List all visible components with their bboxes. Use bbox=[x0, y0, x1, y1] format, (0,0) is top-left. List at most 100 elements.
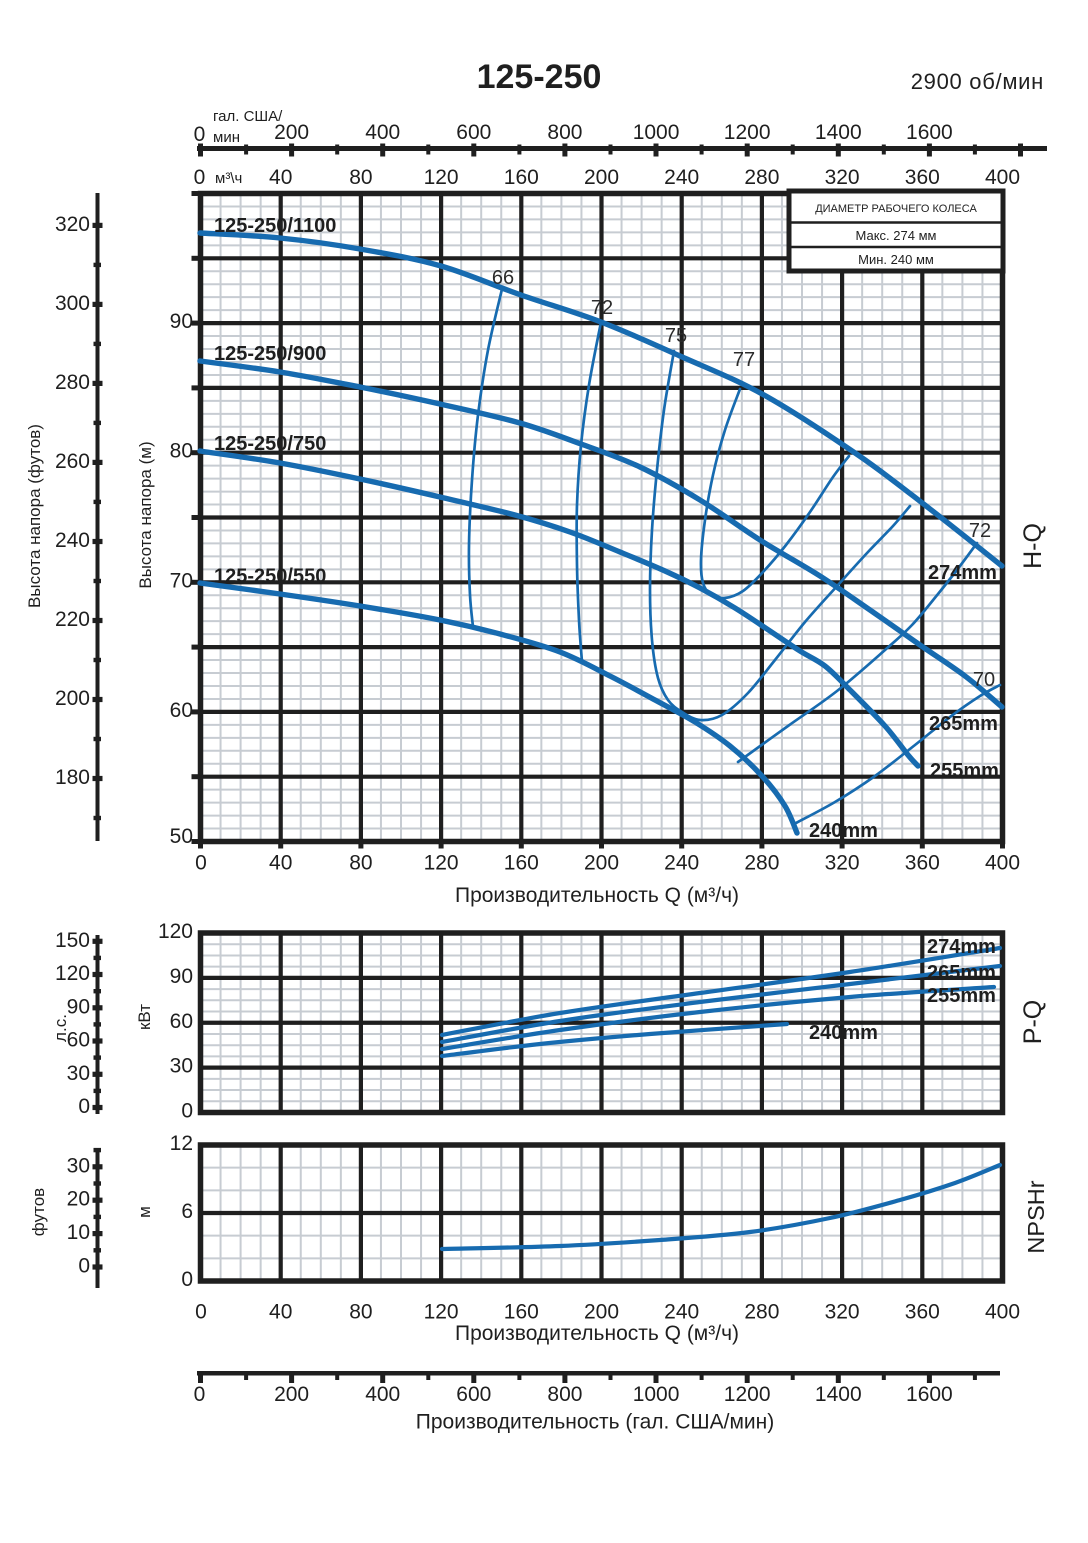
svg-text:20: 20 bbox=[67, 1188, 90, 1211]
svg-text:60: 60 bbox=[170, 1010, 193, 1033]
svg-text:274mm: 274mm bbox=[927, 936, 996, 958]
svg-text:P-Q: P-Q bbox=[1019, 1000, 1047, 1044]
svg-text:360: 360 bbox=[905, 1301, 940, 1324]
svg-text:ДИАМЕТР РАБОЧЕГО КОЛЕСА: ДИАМЕТР РАБОЧЕГО КОЛЕСА bbox=[815, 203, 977, 215]
svg-text:1600: 1600 bbox=[906, 121, 953, 144]
svg-text:120: 120 bbox=[55, 962, 90, 985]
svg-text:мин: мин bbox=[213, 129, 240, 146]
svg-text:400: 400 bbox=[365, 121, 400, 144]
svg-text:240: 240 bbox=[664, 166, 699, 189]
svg-text:220: 220 bbox=[55, 608, 90, 631]
svg-text:320: 320 bbox=[825, 166, 860, 189]
svg-text:футов: футов bbox=[29, 1188, 48, 1236]
svg-text:90: 90 bbox=[170, 965, 193, 988]
svg-text:400: 400 bbox=[985, 852, 1020, 875]
svg-text:360: 360 bbox=[905, 166, 940, 189]
svg-text:600: 600 bbox=[456, 1383, 491, 1406]
svg-text:кВт: кВт bbox=[135, 1004, 154, 1030]
svg-text:50: 50 bbox=[170, 825, 193, 848]
svg-text:NPSHr: NPSHr bbox=[1023, 1180, 1049, 1253]
svg-text:240mm: 240mm bbox=[809, 820, 878, 842]
svg-text:72: 72 bbox=[969, 520, 991, 542]
svg-text:1400: 1400 bbox=[815, 121, 862, 144]
svg-text:60: 60 bbox=[67, 1029, 90, 1052]
svg-text:75: 75 bbox=[665, 325, 687, 347]
svg-text:400: 400 bbox=[985, 1301, 1020, 1324]
svg-text:200: 200 bbox=[274, 121, 309, 144]
svg-text:1000: 1000 bbox=[633, 121, 680, 144]
svg-text:12: 12 bbox=[170, 1132, 193, 1155]
svg-text:160: 160 bbox=[504, 166, 539, 189]
svg-text:255mm: 255mm bbox=[927, 985, 996, 1007]
svg-text:274mm: 274mm bbox=[928, 562, 997, 584]
svg-text:280: 280 bbox=[55, 371, 90, 394]
svg-text:0: 0 bbox=[195, 1301, 207, 1324]
svg-text:Высота напора (м): Высота напора (м) bbox=[136, 441, 155, 588]
svg-text:м: м bbox=[135, 1206, 154, 1218]
svg-text:40: 40 bbox=[269, 852, 292, 875]
svg-text:600: 600 bbox=[456, 121, 491, 144]
svg-text:800: 800 bbox=[547, 121, 582, 144]
svg-text:2900 об/мин: 2900 об/мин bbox=[911, 69, 1044, 94]
svg-text:400: 400 bbox=[985, 166, 1020, 189]
svg-text:260: 260 bbox=[55, 450, 90, 473]
svg-text:400: 400 bbox=[365, 1383, 400, 1406]
svg-text:10: 10 bbox=[67, 1221, 90, 1244]
svg-text:125-250/550: 125-250/550 bbox=[214, 566, 326, 588]
svg-text:Производительность (гал. США/м: Производительность (гал. США/мин) bbox=[416, 1411, 774, 1434]
svg-text:40: 40 bbox=[269, 1301, 292, 1324]
svg-text:1200: 1200 bbox=[724, 1383, 771, 1406]
svg-text:30: 30 bbox=[67, 1062, 90, 1085]
svg-text:гал. США/: гал. США/ bbox=[213, 108, 283, 125]
svg-text:120: 120 bbox=[158, 920, 193, 943]
svg-text:72: 72 bbox=[591, 297, 613, 319]
svg-text:1000: 1000 bbox=[633, 1383, 680, 1406]
svg-text:200: 200 bbox=[274, 1383, 309, 1406]
svg-text:Высота напора (футов): Высота напора (футов) bbox=[25, 424, 44, 608]
svg-text:л.с.: л.с. bbox=[51, 1014, 70, 1042]
svg-text:240mm: 240mm bbox=[809, 1022, 878, 1044]
svg-text:0: 0 bbox=[195, 852, 207, 875]
svg-text:320: 320 bbox=[55, 213, 90, 236]
svg-text:320: 320 bbox=[825, 1301, 860, 1324]
svg-text:Макс. 274 мм: Макс. 274 мм bbox=[856, 228, 937, 243]
svg-text:125-250/1100: 125-250/1100 bbox=[214, 215, 336, 237]
svg-text:240: 240 bbox=[664, 1301, 699, 1324]
svg-text:280: 280 bbox=[744, 852, 779, 875]
svg-text:320: 320 bbox=[825, 852, 860, 875]
svg-text:150: 150 bbox=[55, 929, 90, 952]
svg-text:265mm: 265mm bbox=[929, 713, 998, 735]
svg-text:255mm: 255mm bbox=[930, 760, 999, 782]
svg-text:160: 160 bbox=[504, 1301, 539, 1324]
svg-text:240: 240 bbox=[55, 529, 90, 552]
svg-text:90: 90 bbox=[67, 995, 90, 1018]
svg-text:200: 200 bbox=[584, 1301, 619, 1324]
svg-text:6: 6 bbox=[181, 1200, 193, 1223]
svg-text:125-250/750: 125-250/750 bbox=[214, 433, 326, 455]
svg-text:0: 0 bbox=[194, 123, 206, 146]
svg-text:80: 80 bbox=[349, 1301, 372, 1324]
svg-text:0: 0 bbox=[78, 1255, 90, 1278]
svg-text:80: 80 bbox=[170, 440, 193, 463]
svg-text:280: 280 bbox=[744, 166, 779, 189]
svg-text:0: 0 bbox=[78, 1095, 90, 1118]
svg-text:H-Q: H-Q bbox=[1019, 523, 1047, 569]
svg-text:125-250: 125-250 bbox=[477, 58, 602, 96]
svg-text:40: 40 bbox=[269, 166, 292, 189]
svg-text:Мин. 240 мм: Мин. 240 мм bbox=[858, 252, 934, 267]
svg-text:125-250/900: 125-250/900 bbox=[214, 343, 326, 365]
svg-text:300: 300 bbox=[55, 292, 90, 315]
svg-text:30: 30 bbox=[67, 1154, 90, 1177]
svg-text:0: 0 bbox=[194, 166, 206, 189]
svg-text:1200: 1200 bbox=[724, 121, 771, 144]
svg-text:1600: 1600 bbox=[906, 1383, 953, 1406]
svg-text:120: 120 bbox=[424, 852, 459, 875]
svg-text:77: 77 bbox=[733, 349, 755, 371]
svg-text:90: 90 bbox=[170, 310, 193, 333]
svg-text:280: 280 bbox=[744, 1301, 779, 1324]
svg-text:80: 80 bbox=[349, 166, 372, 189]
svg-text:200: 200 bbox=[584, 166, 619, 189]
svg-text:м³\ч: м³\ч bbox=[215, 170, 242, 187]
svg-text:120: 120 bbox=[424, 166, 459, 189]
svg-text:Производительность Q (м³/ч): Производительность Q (м³/ч) bbox=[455, 884, 739, 907]
